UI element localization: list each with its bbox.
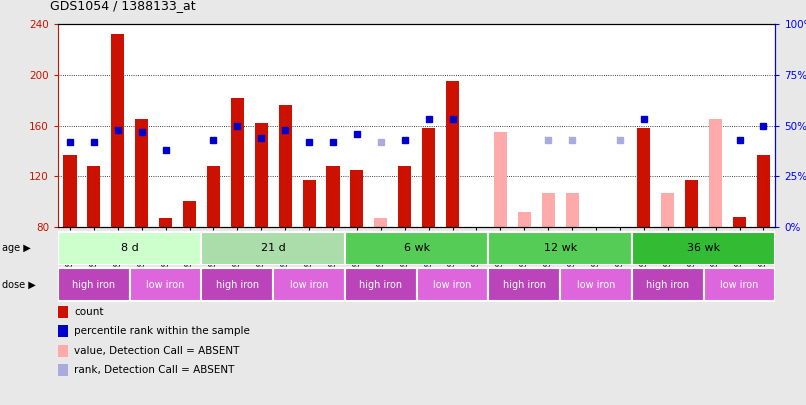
- Bar: [560, 268, 632, 301]
- Bar: [566, 193, 579, 227]
- Bar: [488, 232, 632, 264]
- Bar: [398, 166, 411, 227]
- Text: high iron: high iron: [503, 279, 546, 290]
- Bar: [58, 268, 130, 301]
- Bar: [685, 180, 698, 227]
- Bar: [704, 268, 775, 301]
- Text: rank, Detection Call = ABSENT: rank, Detection Call = ABSENT: [74, 365, 235, 375]
- Bar: [207, 166, 220, 227]
- Bar: [661, 193, 675, 227]
- Bar: [183, 202, 196, 227]
- Bar: [733, 217, 746, 227]
- Bar: [374, 218, 388, 227]
- Bar: [302, 180, 316, 227]
- Bar: [632, 268, 704, 301]
- Text: high iron: high iron: [646, 279, 689, 290]
- Text: 8 d: 8 d: [121, 243, 139, 253]
- Text: low iron: low iron: [577, 279, 615, 290]
- Bar: [130, 268, 202, 301]
- Text: 6 wk: 6 wk: [404, 243, 430, 253]
- Bar: [422, 128, 435, 227]
- Text: high iron: high iron: [73, 279, 115, 290]
- Bar: [273, 268, 345, 301]
- Bar: [58, 232, 202, 264]
- Bar: [488, 268, 560, 301]
- Bar: [709, 119, 722, 227]
- Text: dose ▶: dose ▶: [2, 279, 35, 290]
- Bar: [757, 155, 770, 227]
- Bar: [64, 155, 77, 227]
- Text: low iron: low iron: [147, 279, 185, 290]
- Bar: [709, 127, 722, 227]
- Bar: [446, 81, 459, 227]
- Bar: [279, 105, 292, 227]
- Bar: [345, 268, 417, 301]
- Text: low iron: low iron: [290, 279, 328, 290]
- Bar: [87, 166, 101, 227]
- Bar: [632, 232, 775, 264]
- Bar: [638, 128, 650, 227]
- Bar: [417, 268, 488, 301]
- Bar: [231, 98, 244, 227]
- Bar: [542, 193, 555, 227]
- Text: low iron: low iron: [434, 279, 472, 290]
- Bar: [202, 232, 345, 264]
- Bar: [111, 34, 124, 227]
- Text: GDS1054 / 1388133_at: GDS1054 / 1388133_at: [50, 0, 196, 12]
- Text: 36 wk: 36 wk: [687, 243, 721, 253]
- Bar: [326, 166, 339, 227]
- Text: count: count: [74, 307, 104, 317]
- Bar: [494, 132, 507, 227]
- Text: 12 wk: 12 wk: [543, 243, 577, 253]
- Text: 21 d: 21 d: [261, 243, 285, 253]
- Text: value, Detection Call = ABSENT: value, Detection Call = ABSENT: [74, 346, 239, 356]
- Bar: [345, 232, 488, 264]
- Text: high iron: high iron: [216, 279, 259, 290]
- Bar: [135, 119, 148, 227]
- Bar: [202, 268, 273, 301]
- Text: high iron: high iron: [359, 279, 402, 290]
- Bar: [517, 211, 531, 227]
- Bar: [255, 123, 268, 227]
- Text: low iron: low iron: [721, 279, 758, 290]
- Text: percentile rank within the sample: percentile rank within the sample: [74, 326, 250, 336]
- Text: age ▶: age ▶: [2, 243, 31, 253]
- Bar: [351, 170, 364, 227]
- Bar: [159, 218, 172, 227]
